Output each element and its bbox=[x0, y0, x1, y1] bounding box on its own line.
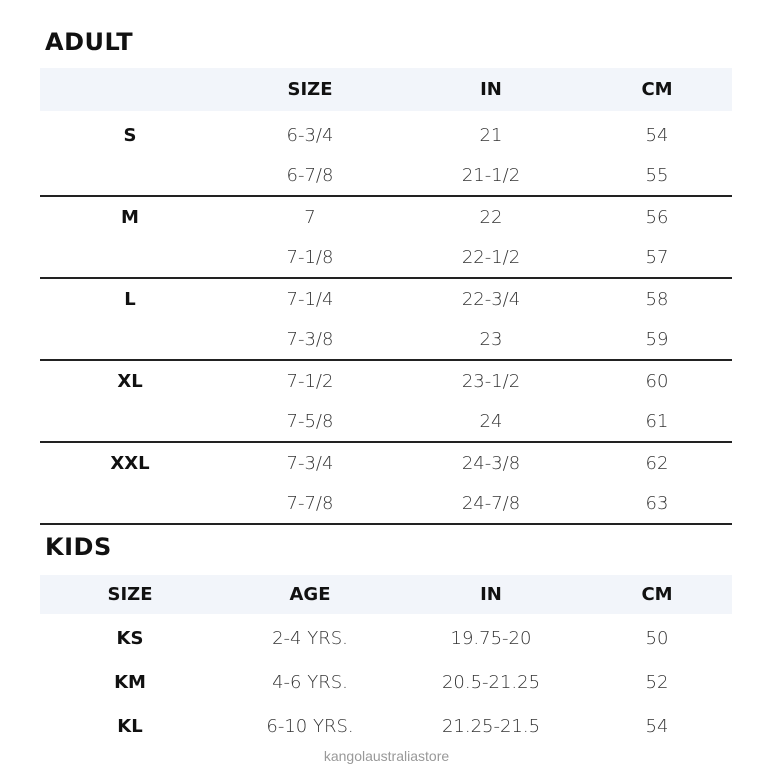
table-row: 7-7/8 24-7/8 63 bbox=[40, 483, 732, 523]
hat-size-cell: 7-3/8 bbox=[286, 328, 334, 350]
header-cm: CM bbox=[641, 584, 673, 605]
inches-cell: 21 bbox=[479, 124, 503, 146]
header-size: SIZE bbox=[107, 584, 153, 605]
inches-cell: 22-1/2 bbox=[461, 246, 521, 268]
inches-cell: 21.25-21.5 bbox=[441, 715, 541, 737]
age-cell: 2-4 YRS. bbox=[272, 627, 348, 649]
size-label: S bbox=[123, 124, 137, 146]
cm-cell: 60 bbox=[645, 370, 669, 392]
table-row: KL 6-10 YRS. 21.25-21.5 54 bbox=[40, 704, 732, 748]
inches-cell: 24 bbox=[479, 410, 503, 432]
hat-size-cell: 7-5/8 bbox=[286, 410, 334, 432]
header-cm: CM bbox=[641, 79, 673, 100]
size-label: KL bbox=[117, 715, 143, 737]
kids-size-table: SIZE AGE IN CM KS 2-4 YRS. 19.75-20 50 KM 4-6… bbox=[40, 575, 732, 748]
header-age: AGE bbox=[289, 584, 331, 605]
hat-size-cell: 7-1/2 bbox=[286, 370, 334, 392]
header-in: IN bbox=[480, 584, 502, 605]
hat-size-cell: 7-3/4 bbox=[286, 452, 334, 474]
inches-cell: 23 bbox=[479, 328, 503, 350]
size-group-xxl: XXL 7-3/4 24-3/8 62 7-7/8 24-7/8 63 bbox=[40, 443, 732, 525]
header-size: SIZE bbox=[287, 79, 333, 100]
age-cell: 4-6 YRS. bbox=[272, 671, 348, 693]
adult-table-header: SIZE IN CM bbox=[40, 68, 732, 111]
size-label: L bbox=[124, 288, 136, 310]
inches-cell: 24-7/8 bbox=[461, 492, 521, 514]
inches-cell: 21-1/2 bbox=[461, 164, 521, 186]
hat-size-cell: 7-7/8 bbox=[286, 492, 334, 514]
hat-size-cell: 7-1/8 bbox=[286, 246, 334, 268]
inches-cell: 23-1/2 bbox=[461, 370, 521, 392]
size-group-xl: XL 7-1/2 23-1/2 60 7-5/8 24 61 bbox=[40, 361, 732, 443]
adult-size-table: SIZE IN CM S 6-3/4 21 54 6-7/8 21-1/2 55 M 7 22 56… bbox=[40, 68, 732, 525]
kids-heading: KIDS bbox=[45, 533, 112, 561]
inches-cell: 19.75-20 bbox=[450, 627, 532, 649]
size-label: M bbox=[121, 206, 139, 228]
hat-size-cell: 6-3/4 bbox=[286, 124, 334, 146]
table-row: L 7-1/4 22-3/4 58 bbox=[40, 279, 732, 319]
inches-cell: 22-3/4 bbox=[461, 288, 521, 310]
cm-cell: 61 bbox=[645, 410, 669, 432]
size-label: KS bbox=[116, 627, 144, 649]
size-group-m: M 7 22 56 7-1/8 22-1/2 57 bbox=[40, 197, 732, 279]
table-row: XL 7-1/2 23-1/2 60 bbox=[40, 361, 732, 401]
cm-cell: 62 bbox=[645, 452, 669, 474]
cm-cell: 56 bbox=[645, 206, 669, 228]
size-label: XL bbox=[117, 370, 143, 392]
cm-cell: 58 bbox=[645, 288, 669, 310]
watermark: kangolaustraliastore bbox=[323, 748, 450, 764]
table-row: S 6-3/4 21 54 bbox=[40, 115, 732, 155]
size-label: KM bbox=[114, 671, 146, 693]
size-group-l: L 7-1/4 22-3/4 58 7-3/8 23 59 bbox=[40, 279, 732, 361]
adult-heading: ADULT bbox=[45, 28, 134, 56]
size-label: XXL bbox=[110, 452, 150, 474]
cm-cell: 50 bbox=[645, 627, 669, 649]
cm-cell: 55 bbox=[645, 164, 669, 186]
cm-cell: 59 bbox=[645, 328, 669, 350]
table-row: 7-5/8 24 61 bbox=[40, 401, 732, 441]
table-row: M 7 22 56 bbox=[40, 197, 732, 237]
table-row: 7-3/8 23 59 bbox=[40, 319, 732, 359]
table-row: XXL 7-3/4 24-3/8 62 bbox=[40, 443, 732, 483]
hat-size-cell: 6-7/8 bbox=[286, 164, 334, 186]
table-row: 7-1/8 22-1/2 57 bbox=[40, 237, 732, 277]
cm-cell: 54 bbox=[645, 124, 669, 146]
size-group-s: S 6-3/4 21 54 6-7/8 21-1/2 55 bbox=[40, 111, 732, 197]
cm-cell: 54 bbox=[645, 715, 669, 737]
cm-cell: 57 bbox=[645, 246, 669, 268]
age-cell: 6-10 YRS. bbox=[266, 715, 354, 737]
hat-size-cell: 7-1/4 bbox=[286, 288, 334, 310]
table-row: KS 2-4 YRS. 19.75-20 50 bbox=[40, 616, 732, 660]
cm-cell: 52 bbox=[645, 671, 669, 693]
hat-size-cell: 7 bbox=[304, 206, 316, 228]
kids-table-header: SIZE AGE IN CM bbox=[40, 575, 732, 614]
inches-cell: 20.5-21.25 bbox=[441, 671, 541, 693]
table-row: 6-7/8 21-1/2 55 bbox=[40, 155, 732, 195]
table-row: KM 4-6 YRS. 20.5-21.25 52 bbox=[40, 660, 732, 704]
inches-cell: 22 bbox=[479, 206, 503, 228]
cm-cell: 63 bbox=[645, 492, 669, 514]
inches-cell: 24-3/8 bbox=[461, 452, 521, 474]
header-in: IN bbox=[480, 79, 502, 100]
